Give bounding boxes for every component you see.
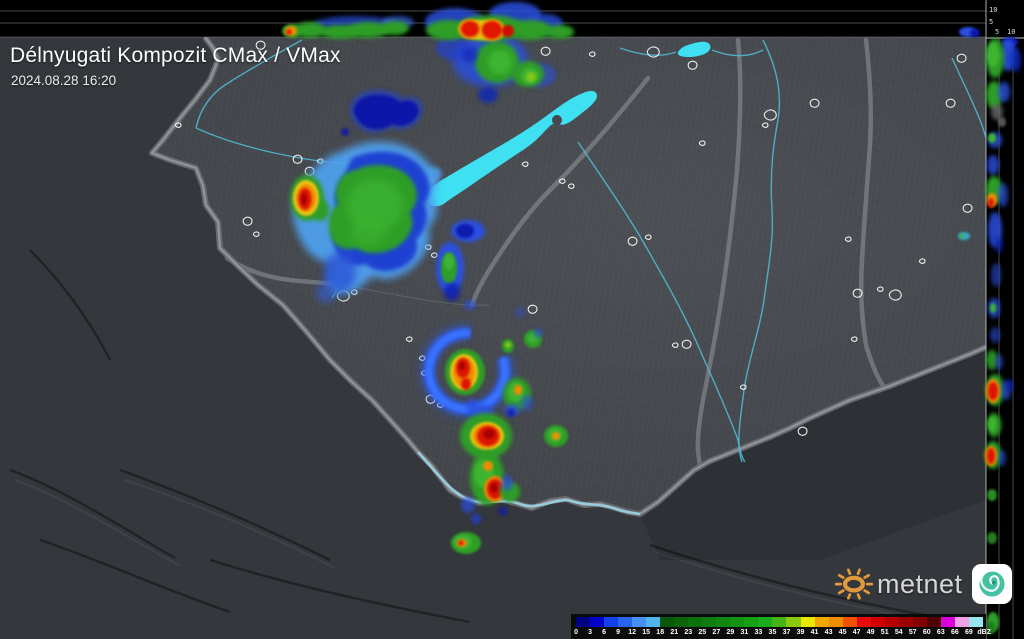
colorbar-tick-label: 51 bbox=[880, 629, 889, 636]
colorbar-segment bbox=[968, 617, 983, 627]
colorbar-tick-label: 41 bbox=[810, 629, 819, 636]
colorbar-segment bbox=[688, 617, 703, 627]
colorbar-labels: 0 3 6 9 12 15 18 21 23 25 27 29 31 33 35 37 39 41 43 45 47 49… bbox=[574, 628, 991, 637]
colorbar-tick-label: 12 bbox=[628, 629, 637, 636]
colorbar-tick-label: 18 bbox=[656, 629, 665, 636]
colorbar-segment bbox=[730, 617, 745, 627]
colorbar-segment bbox=[926, 617, 941, 627]
colorbar-tick-label: 21 bbox=[670, 629, 679, 636]
colorbar-segment bbox=[772, 617, 787, 627]
colorbar-tick-label: 43 bbox=[824, 629, 833, 636]
colorbar-tick-label: 31 bbox=[740, 629, 749, 636]
colorbar-tick-label: 54 bbox=[894, 629, 903, 636]
colorbar-segment bbox=[800, 617, 815, 627]
colorbar-tick-label: 9 bbox=[616, 629, 621, 636]
colorbar-tick-label: 69 bbox=[964, 629, 973, 636]
colorbar-tick-label: 60 bbox=[922, 629, 931, 636]
colorbar-segment bbox=[646, 617, 661, 627]
colorbar-segment bbox=[786, 617, 801, 627]
colorbar-tick-label: 39 bbox=[796, 629, 805, 636]
colorbar-segment bbox=[870, 617, 885, 627]
colorbar-tick-label: 33 bbox=[754, 629, 763, 636]
colorbar-segment bbox=[604, 617, 619, 627]
colorbar-segment bbox=[758, 617, 773, 627]
colorbar-segments bbox=[576, 617, 983, 627]
logo-text: metnet bbox=[877, 568, 963, 599]
colorbar-tick-label: 0 bbox=[574, 629, 578, 636]
colorbar-segment bbox=[856, 617, 871, 627]
dist-axis-tick-10: 10 bbox=[1007, 28, 1016, 36]
timestamp: 2024.08.28 16:20 bbox=[11, 73, 117, 88]
colorbar-tick-label: 15 bbox=[642, 629, 651, 636]
sun-icon bbox=[834, 561, 876, 608]
colorbar-tick-label: 57 bbox=[908, 629, 917, 636]
colorbar-segment bbox=[618, 617, 633, 627]
colorbar-segment bbox=[660, 617, 675, 627]
colorbar-tick-label: 49 bbox=[866, 629, 875, 636]
colorbar-segment bbox=[632, 617, 647, 627]
colorbar-tick-label: 29 bbox=[726, 629, 735, 636]
page-title: Délnyugati Kompozit CMax / VMax bbox=[10, 44, 341, 67]
colorbar-segment bbox=[940, 617, 955, 627]
colorbar-segment bbox=[674, 617, 689, 627]
colorbar-unit-label: dBZ bbox=[977, 629, 991, 636]
metnet-swirl-icon bbox=[971, 564, 1012, 604]
colorbar-segment bbox=[884, 617, 899, 627]
colorbar-tick-label: 63 bbox=[936, 629, 945, 636]
metnet-logo[interactable]: metnet bbox=[834, 561, 1012, 607]
height-axis-tick-5: 5 bbox=[989, 18, 994, 26]
colorbar-segment bbox=[912, 617, 927, 627]
colorbar-tick-label: 23 bbox=[684, 629, 693, 636]
colorbar-segment bbox=[576, 617, 591, 627]
colorbar-tick-label: 37 bbox=[782, 629, 791, 636]
dist-axis-tick-5: 5 bbox=[995, 28, 1000, 36]
colorbar-tick-label: 27 bbox=[712, 629, 721, 636]
colorbar-segment bbox=[898, 617, 913, 627]
colorbar-segment bbox=[954, 617, 969, 627]
colorbar-tick-label: 47 bbox=[852, 629, 861, 636]
colorbar-segment bbox=[828, 617, 843, 627]
colorbar-tick-label: 45 bbox=[838, 629, 847, 636]
right-height-profile-strip bbox=[986, 0, 1024, 639]
colorbar-tick-label: 35 bbox=[768, 629, 777, 636]
reflectivity-colorbar: 0 3 6 9 12 15 18 21 23 25 27 29 31 33 35 37 39 41 43 45 47 49… bbox=[571, 614, 991, 639]
colorbar-tick-label: 6 bbox=[602, 629, 607, 636]
colorbar-tick-label: 3 bbox=[588, 629, 592, 636]
radar-map[interactable] bbox=[0, 37, 986, 639]
colorbar-tick-label: 66 bbox=[950, 629, 959, 636]
colorbar-segment bbox=[716, 617, 731, 627]
colorbar-segment bbox=[744, 617, 759, 627]
top-height-profile-strip bbox=[0, 0, 986, 37]
height-axis-tick-10: 10 bbox=[989, 6, 998, 14]
colorbar-segment bbox=[842, 617, 857, 627]
colorbar-segment bbox=[814, 617, 829, 627]
colorbar-tick-label: 25 bbox=[698, 629, 707, 636]
colorbar-segment bbox=[702, 617, 717, 627]
colorbar-segment bbox=[590, 617, 605, 627]
